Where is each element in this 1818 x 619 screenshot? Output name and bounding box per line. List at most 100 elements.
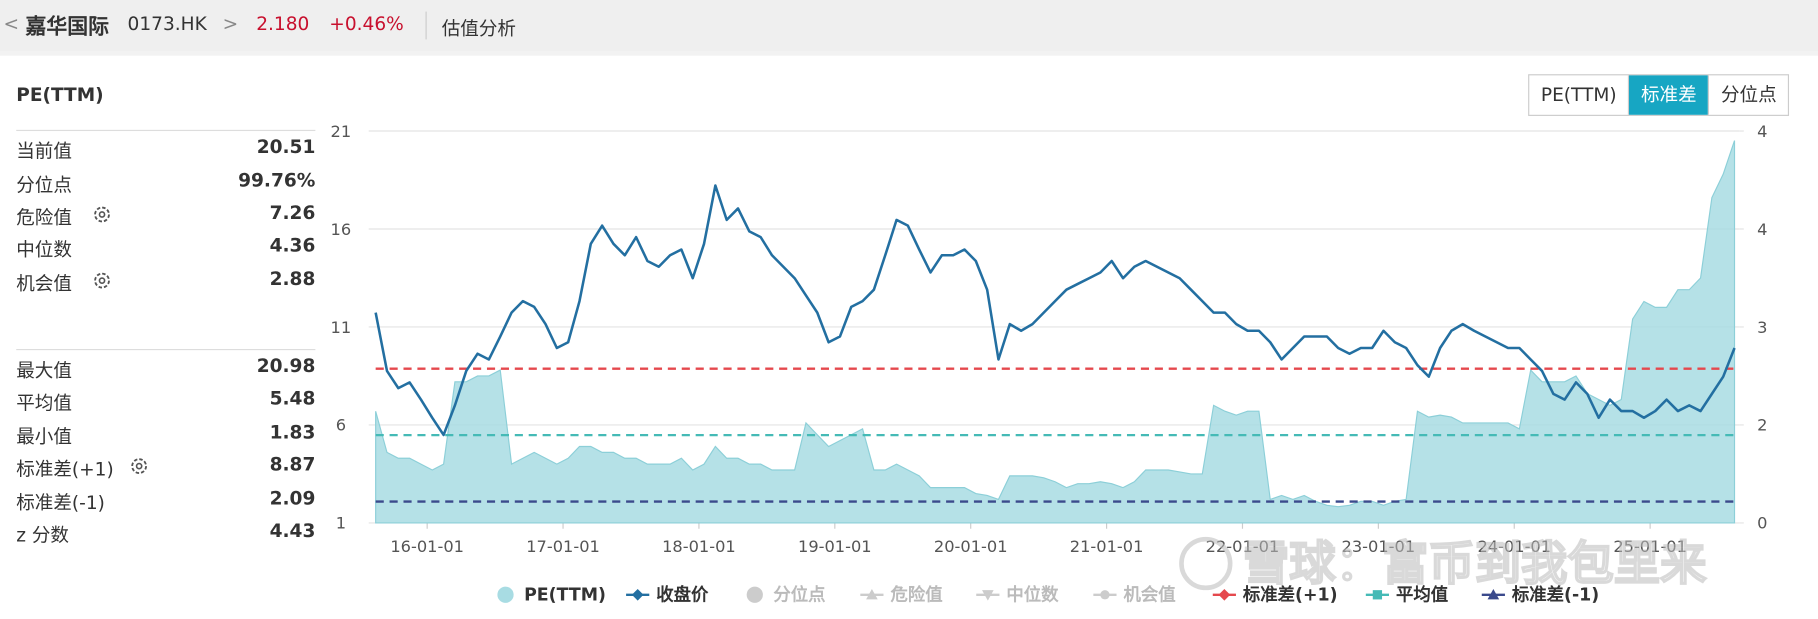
- stat-value: 2.09: [269, 486, 316, 509]
- stock-price: 2.180: [256, 12, 310, 35]
- stat-row: 最小值 1.83: [16, 421, 315, 449]
- stat-row: 最大值 20.98: [16, 355, 315, 383]
- stat-label: 平均值: [16, 391, 72, 414]
- stat-label: 最小值: [16, 425, 72, 448]
- y-tick-label: 11: [331, 318, 352, 337]
- legend-label: PE(TTM): [524, 586, 606, 606]
- y2-tick-label: 4: [1757, 122, 1767, 141]
- pe-area: [375, 140, 1736, 524]
- stat-value: 5.48: [269, 387, 316, 410]
- forward-button[interactable]: >: [222, 12, 239, 35]
- stat-label: 危险值: [16, 206, 72, 229]
- tab[interactable]: 分位点: [1708, 75, 1788, 115]
- x-tick-label: 20-01-01: [934, 537, 1008, 556]
- back-button[interactable]: <: [3, 12, 20, 35]
- page-title: 估值分析: [441, 17, 516, 40]
- stat-row: z 分数 4.43: [16, 519, 315, 547]
- stat-value: 8.87: [269, 453, 316, 476]
- x-tick-label: 23-01-01: [1342, 537, 1416, 556]
- tab-active[interactable]: 标准差: [1629, 75, 1709, 115]
- stat-label: 分位点: [16, 173, 72, 196]
- panel-title: PE(TTM): [16, 83, 104, 106]
- y-tick-label: 1: [336, 514, 346, 533]
- stat-value: 4.36: [269, 234, 316, 257]
- stat-row: 中位数 4.36: [16, 234, 315, 262]
- stat-row: 当前值 20.51: [16, 136, 315, 164]
- legend-item[interactable]: 中位数: [976, 585, 1059, 606]
- stat-value: 2.88: [269, 267, 316, 290]
- legend-marker: [1487, 588, 1500, 600]
- tab[interactable]: PE(TTM): [1529, 75, 1630, 115]
- legend-label: 机会值: [1123, 585, 1175, 606]
- settings-icon[interactable]: [93, 205, 112, 224]
- y-tick-label: 16: [331, 220, 352, 239]
- legend-marker: [1100, 590, 1110, 600]
- watermark-group: 雪球：富币到我包里来: [1179, 536, 1708, 592]
- stat-value: 20.98: [256, 354, 316, 377]
- stat-label: 标准差(+1): [16, 457, 114, 481]
- stock-change: +0.46%: [329, 12, 404, 35]
- settings-icon[interactable]: [93, 271, 112, 290]
- x-tick-label: 21-01-01: [1070, 537, 1144, 556]
- settings-icon[interactable]: [130, 457, 149, 476]
- legend-label: 标准差(-1): [1511, 585, 1599, 606]
- y2-tick-label: 3: [1757, 318, 1767, 337]
- watermark-logo: [1179, 536, 1233, 591]
- legend-item[interactable]: PE(TTM): [497, 586, 606, 606]
- x-tick-label: 24-01-01: [1477, 537, 1551, 556]
- legend-label: 分位点: [773, 585, 825, 606]
- stock-name: 嘉华国际: [25, 15, 109, 40]
- divider: [16, 348, 316, 351]
- legend-marker: [746, 586, 763, 603]
- legend-marker: [1218, 588, 1231, 601]
- x-tick-label: 25-01-01: [1613, 537, 1687, 556]
- legend-label: 收盘价: [656, 585, 709, 606]
- y-tick-label: 21: [331, 122, 352, 141]
- stat-row: 平均值 5.48: [16, 387, 315, 415]
- y2-tick-label: 2: [1757, 416, 1767, 435]
- legend-marker: [1372, 590, 1383, 600]
- stat-label: 机会值: [16, 272, 72, 295]
- stat-row: 分位点 99.76%: [16, 169, 315, 197]
- legend-item[interactable]: 收盘价: [626, 585, 709, 606]
- legend-label: 中位数: [1006, 585, 1059, 606]
- legend-label: 平均值: [1396, 585, 1448, 606]
- stat-row: 危险值 7.26: [16, 202, 315, 230]
- y2-tick-label: 4: [1757, 220, 1767, 239]
- stat-label: 中位数: [16, 238, 72, 261]
- stat-value: 4.43: [269, 519, 316, 542]
- x-tick-label: 18-01-01: [662, 537, 736, 556]
- x-tick-label: 17-01-01: [526, 537, 600, 556]
- watermark: 雪球：富币到我包里来: [1243, 537, 1707, 591]
- legend-marker: [982, 590, 994, 601]
- stat-value: 20.51: [256, 135, 316, 158]
- header: < 嘉华国际 0173.HK > 2.180 +0.46% 估值分析: [0, 0, 1818, 52]
- stat-label: 最大值: [16, 359, 72, 382]
- stat-row: 标准差(+1) 8.87: [16, 453, 315, 481]
- stock-code: 0173.HK: [127, 12, 207, 35]
- content: PE(TTM) 当前值 20.51 分位点 99.76% 危险值 7.26 中位数 4…: [0, 55, 1818, 619]
- legend-item[interactable]: 平均值: [1365, 585, 1448, 606]
- x-tick-label: 19-01-01: [798, 537, 872, 556]
- legend-label: 标准差(+1): [1242, 585, 1338, 606]
- stat-value: 99.76%: [238, 169, 316, 192]
- y2-tick-label: 0: [1757, 514, 1767, 533]
- stat-label: z 分数: [16, 524, 69, 547]
- legend-item[interactable]: 危险值: [860, 585, 943, 606]
- legend-item[interactable]: 机会值: [1093, 585, 1176, 606]
- legend-marker: [631, 588, 644, 601]
- stat-value: 7.26: [269, 201, 316, 224]
- stat-label: 当前值: [16, 140, 72, 163]
- legend-item[interactable]: 标准差(-1): [1481, 585, 1599, 606]
- legend-item[interactable]: 分位点: [746, 585, 826, 606]
- separator: [425, 11, 427, 40]
- price-line: [374, 184, 1736, 437]
- divider: [16, 129, 316, 132]
- stat-value: 1.83: [269, 420, 316, 443]
- x-tick-label: 22-01-01: [1206, 537, 1280, 556]
- tab-group: PE(TTM) 标准差 分位点: [1528, 74, 1790, 116]
- stat-label: 标准差(-1): [16, 491, 105, 514]
